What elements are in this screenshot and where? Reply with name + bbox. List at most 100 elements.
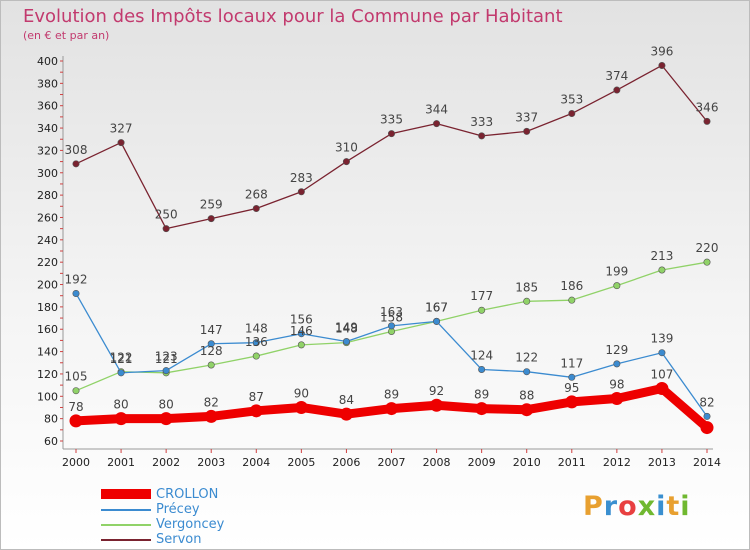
y-tick-label: 340 <box>37 122 58 135</box>
y-tick-label: 300 <box>37 167 58 180</box>
data-point-crollon <box>520 403 534 417</box>
y-tick-label: 220 <box>37 256 58 269</box>
data-label-servon: 344 <box>425 103 448 117</box>
data-label-vergoncey: 148 <box>335 322 358 336</box>
data-label-crollon: 87 <box>249 390 264 404</box>
data-point-servon <box>387 130 395 138</box>
data-label-crollon: 78 <box>68 400 83 414</box>
logo-letter: P <box>583 491 604 522</box>
logo-letter: x <box>637 491 657 522</box>
data-point-servon <box>523 127 531 135</box>
data-label-precey: 121 <box>110 352 133 366</box>
data-label-servon: 396 <box>650 44 673 58</box>
data-label-crollon: 92 <box>429 384 444 398</box>
chart-title: Evolution des Impôts locaux pour la Comm… <box>23 6 563 27</box>
data-label-vergoncey: 177 <box>470 289 493 303</box>
data-label-crollon: 90 <box>294 386 309 400</box>
data-label-precey: 167 <box>425 300 448 314</box>
data-label-vergoncey: 167 <box>425 300 448 314</box>
logo-letter: i <box>680 491 691 522</box>
data-point-vergoncey <box>658 266 666 274</box>
data-point-precey <box>658 349 666 357</box>
data-point-crollon <box>700 421 714 435</box>
data-label-crollon: 89 <box>384 388 399 402</box>
data-point-precey <box>252 339 260 347</box>
data-point-servon <box>568 110 576 118</box>
data-point-servon <box>297 188 305 196</box>
data-label-servon: 346 <box>696 100 719 114</box>
legend-swatch-precey <box>101 509 151 511</box>
data-point-crollon <box>159 412 173 426</box>
data-label-vergoncey: 185 <box>515 280 538 294</box>
x-tick-label: 2007 <box>378 456 406 469</box>
data-label-crollon: 82 <box>204 395 219 409</box>
y-tick-label: 380 <box>37 77 58 90</box>
y-tick-label: 360 <box>37 100 58 113</box>
x-tick-label: 2012 <box>603 456 631 469</box>
data-label-vergoncey: 220 <box>696 241 719 255</box>
data-label-vergoncey: 213 <box>650 249 673 263</box>
data-point-vergoncey <box>297 341 305 349</box>
data-label-servon: 353 <box>560 93 583 107</box>
data-point-crollon <box>249 404 263 418</box>
y-tick-label: 100 <box>37 390 58 403</box>
data-label-precey: 149 <box>335 321 358 335</box>
legend-label-servon: Servon <box>156 532 202 547</box>
y-tick-label: 320 <box>37 144 58 157</box>
data-label-precey: 122 <box>515 351 538 365</box>
x-tick-label: 2010 <box>513 456 541 469</box>
y-tick-label: 140 <box>37 346 58 359</box>
x-tick-label: 2009 <box>468 456 496 469</box>
data-label-servon: 283 <box>290 171 313 185</box>
data-point-precey <box>703 412 711 420</box>
data-point-servon <box>613 86 621 94</box>
x-tick-label: 2003 <box>197 456 225 469</box>
legend-swatch-servon <box>101 539 151 541</box>
data-label-precey: 124 <box>470 348 493 362</box>
y-tick-label: 120 <box>37 368 58 381</box>
data-point-vergoncey <box>523 297 531 305</box>
data-point-precey <box>297 330 305 338</box>
series-layer <box>69 61 714 435</box>
data-label-crollon: 98 <box>609 378 624 392</box>
data-point-servon <box>207 215 215 223</box>
data-point-servon <box>433 120 441 128</box>
x-tick-label: 2008 <box>423 456 451 469</box>
data-point-crollon <box>430 398 444 412</box>
data-label-crollon: 89 <box>474 388 489 402</box>
data-label-crollon: 95 <box>564 381 579 395</box>
data-label-precey: 129 <box>605 343 628 357</box>
data-label-crollon: 88 <box>519 389 534 403</box>
data-point-vergoncey <box>568 296 576 304</box>
data-label-crollon: 84 <box>339 393 354 407</box>
data-label-vergoncey: 128 <box>200 344 223 358</box>
data-point-vergoncey <box>613 282 621 290</box>
data-point-crollon <box>385 402 398 416</box>
data-label-precey: 148 <box>245 322 268 336</box>
data-point-precey <box>523 368 531 376</box>
data-label-precey: 117 <box>560 356 583 370</box>
data-point-precey <box>433 317 441 325</box>
data-point-precey <box>478 365 486 373</box>
data-label-servon: 333 <box>470 115 493 129</box>
legend-label-vergoncey: Vergoncey <box>156 517 225 532</box>
x-tick-label: 2014 <box>693 456 721 469</box>
data-label-vergoncey: 158 <box>380 310 403 324</box>
chart-subtitle: (en € et par an) <box>23 29 110 42</box>
data-point-precey <box>342 338 350 346</box>
data-point-crollon <box>475 402 489 416</box>
data-point-crollon <box>565 395 579 409</box>
data-point-precey <box>613 360 621 368</box>
data-point-crollon <box>114 412 128 426</box>
data-label-servon: 337 <box>515 110 538 124</box>
data-point-servon <box>342 158 350 166</box>
logo-letter: r <box>603 491 619 522</box>
legend-swatch-vergoncey <box>101 524 151 526</box>
data-point-crollon <box>339 407 353 421</box>
y-tick-label: 260 <box>37 211 58 224</box>
data-label-servon: 308 <box>65 143 88 157</box>
logo-letter: t <box>666 491 681 522</box>
data-point-crollon <box>204 409 218 423</box>
data-point-servon <box>117 139 125 147</box>
